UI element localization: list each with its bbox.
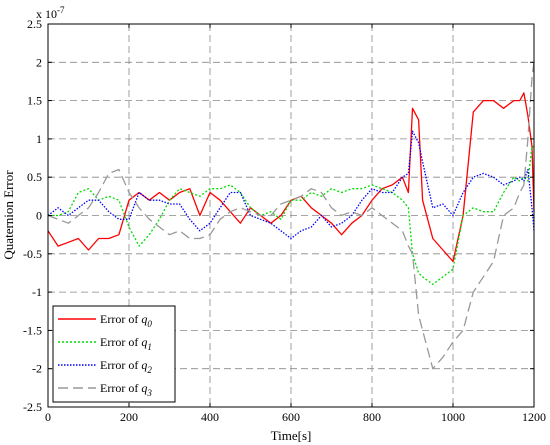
y-tick-label: 2.5 [27, 17, 42, 31]
x-tick-label: 1200 [522, 410, 546, 424]
y-tick-label: -2.5 [23, 400, 42, 414]
y-axis-label: Quaternion Error [1, 170, 16, 260]
series-layer [47, 62, 535, 370]
y-exponent-label: x 10-7 [36, 5, 65, 21]
series-line-q2 [47, 130, 535, 240]
legend-label-q3: Error of q3 [100, 381, 152, 398]
x-tick-label: 0 [45, 410, 51, 424]
series-line-q1 [48, 145, 534, 286]
legend: Error of q0 Error of q1 Error of q2 Error o… [52, 305, 176, 403]
legend-label-q0: Error of q0 [100, 312, 152, 329]
x-tick-label: 800 [363, 410, 381, 424]
legend-label-q2: Error of q2 [100, 358, 152, 375]
y-exponent-power: -7 [57, 5, 65, 15]
y-tick-label: 2 [36, 55, 42, 69]
x-tick-label: 200 [120, 410, 138, 424]
y-tick-label: 0 [36, 209, 42, 223]
legend-label-q1: Error of q1 [100, 335, 152, 352]
axis-ticks: 0 200 400 600 800 1000 1200 2.5 2 1.5 1 0.5 0 -0.5 -1 -… [23, 17, 546, 424]
y-tick-label: -1.5 [23, 323, 42, 337]
y-tick-label: -1 [32, 285, 42, 299]
x-tick-label: 400 [201, 410, 219, 424]
y-tick-label: 0.5 [27, 170, 42, 184]
x-tick-label: 1000 [441, 410, 465, 424]
series-line-q0 [47, 92, 535, 263]
y-tick-label: 1 [36, 132, 42, 146]
x-axis-label: Time[s] [271, 428, 312, 443]
y-tick-label: -0.5 [23, 247, 42, 261]
y-tick-label: -2 [32, 362, 42, 376]
x-tick-label: 600 [282, 410, 300, 424]
legend-box [52, 305, 176, 403]
y-tick-label: 1.5 [27, 94, 42, 108]
series-line-q3 [47, 62, 535, 370]
